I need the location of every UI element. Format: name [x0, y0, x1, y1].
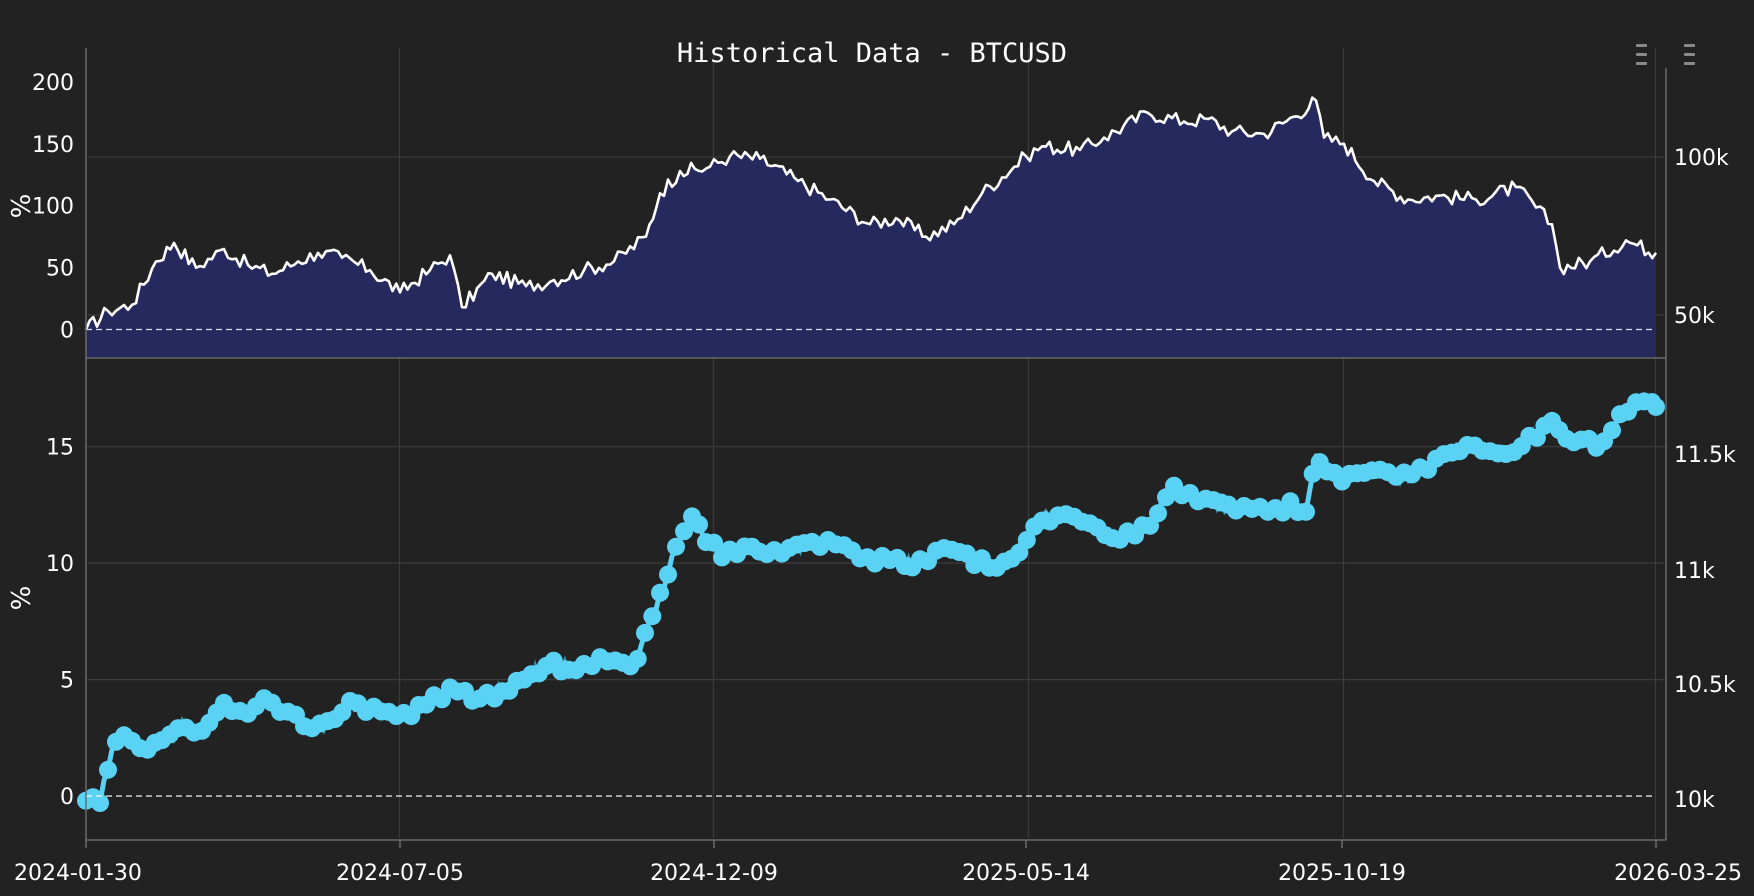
- top-panel-y-tick-label: 150: [32, 133, 74, 158]
- bottom-panel-y-tick-label: 0: [60, 785, 74, 810]
- top-panel-y2-ticks: 100k 50k: [1674, 146, 1729, 329]
- bottom-panel-y-tick-label: 10: [46, 552, 74, 577]
- bottom-panel-point: [643, 607, 662, 626]
- chart-title: Historical Data - BTCUSD: [677, 38, 1067, 69]
- top-panel-y-tick-label: 50: [46, 257, 74, 282]
- bottom-panel-point: [667, 537, 685, 556]
- bottom-panel-point: [1603, 421, 1621, 440]
- bottom-panel-y2-ticks: 11.5k 11k 10.5k 10k: [1674, 443, 1736, 813]
- bottom-panel-point: [1017, 531, 1036, 549]
- bottom-panel-y-tick-label: 5: [60, 669, 74, 694]
- chart-menu-icon[interactable]: [1684, 44, 1695, 65]
- bottom-panel-point: [675, 522, 693, 541]
- x-tick-label: 2025-05-14: [962, 861, 1090, 886]
- bottom-panel-y2-tick-label: 10.5k: [1674, 673, 1736, 698]
- bottom-panel-point: [1297, 502, 1315, 521]
- bottom-panel-ylabel: %: [7, 586, 37, 611]
- x-tick-label: 2024-01-30: [14, 861, 142, 886]
- x-tick-label: 2024-12-09: [650, 861, 778, 886]
- x-tick-label: 2024-07-05: [336, 861, 464, 886]
- top-panel-y-tick-label: 0: [60, 319, 74, 344]
- panel-menu-icon[interactable]: [1636, 44, 1647, 65]
- top-panel-y2-tick-label: 50k: [1674, 304, 1715, 329]
- bottom-panel-y2-tick-label: 11.5k: [1674, 443, 1736, 468]
- top-panel-area-fill: [86, 97, 1656, 357]
- x-tick-label: 2025-10-19: [1278, 861, 1406, 886]
- bottom-panel-point: [690, 515, 708, 534]
- top-panel-price-line: [84, 96, 1658, 330]
- bottom-panel-points: [77, 392, 1665, 812]
- x-tick-label: 2026-03-25: [1614, 861, 1742, 886]
- bottom-panel-point: [636, 623, 654, 642]
- top-panel-y-tick-label: 100: [32, 195, 74, 220]
- top-panel-y2-tick-label: 100k: [1674, 146, 1729, 171]
- bottom-panel-point: [651, 583, 669, 602]
- top-panel-y-tick-label: 200: [32, 71, 74, 96]
- top-panel-y-ticks: 0 50 100 150 200: [32, 71, 74, 344]
- bottom-panel-y-ticks: 0 5 10 15: [46, 436, 74, 811]
- bottom-panel-point: [659, 565, 677, 584]
- bottom-panel-point: [628, 649, 647, 668]
- top-panel-ylabel: %: [7, 194, 37, 219]
- bottom-panel-point: [99, 760, 117, 779]
- bottom-panel-y2-tick-label: 10k: [1674, 788, 1715, 813]
- bottom-panel-y-tick-label: 15: [46, 436, 74, 461]
- bottom-panel-point: [1149, 504, 1167, 523]
- bottom-panel-point: [1647, 397, 1665, 416]
- x-axis-ticks: 2024-01-30 2024-07-05 2024-12-09 2025-05-14…: [14, 840, 1742, 886]
- bottom-panel-point: [705, 533, 723, 552]
- bottom-panel-y2-tick-label: 11k: [1674, 559, 1715, 584]
- bottom-panel-point: [91, 794, 109, 812]
